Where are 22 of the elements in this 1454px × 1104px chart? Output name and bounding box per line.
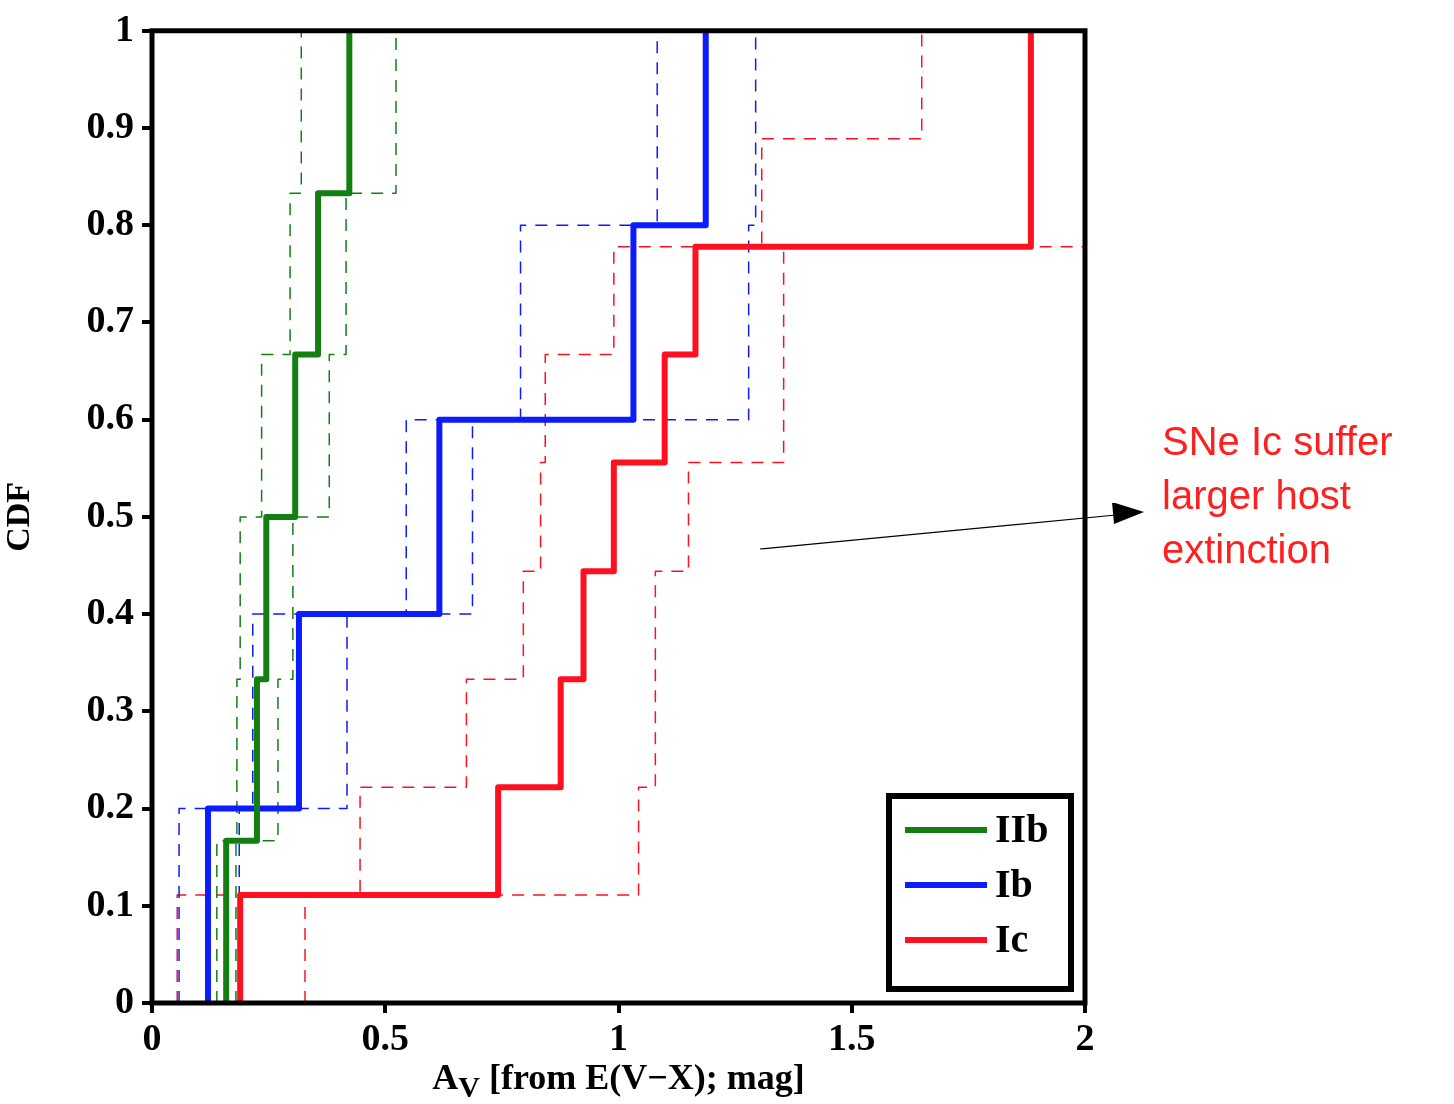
legend-label: Ib xyxy=(995,861,1033,907)
legend-label: Ic xyxy=(995,916,1029,962)
y-tick-label: 0.7 xyxy=(86,298,134,341)
y-tick-label: 1 xyxy=(115,6,134,49)
y-tick-label: 0.5 xyxy=(86,492,134,535)
y-tick-label: 0.8 xyxy=(86,201,134,244)
x-tick-label: 2 xyxy=(1075,1015,1095,1058)
y-tick-label: 0.9 xyxy=(86,103,134,146)
text: SNe Ic suffer larger host extinction xyxy=(1162,418,1394,573)
x-axis-title: A$_{V}$ [from E(V−X); mag] xyxy=(431,1056,806,1104)
x-tick-label: 1.5 xyxy=(828,1015,876,1058)
y-tick-label: 0.3 xyxy=(86,687,134,730)
x-tick-label: 0.5 xyxy=(361,1015,409,1058)
y-tick-label: 0 xyxy=(115,978,134,1021)
y-tick-label: 0.4 xyxy=(86,589,134,632)
y-tick-label: 0.1 xyxy=(86,881,134,924)
legend-label: IIb xyxy=(995,806,1049,852)
x-tick-label: 1 xyxy=(609,1015,628,1058)
y-tick-label: 0.2 xyxy=(86,784,134,827)
x-tick-label: 0 xyxy=(142,1015,162,1058)
y-axis-title: CDF xyxy=(0,481,37,552)
y-tick-label: 0.6 xyxy=(86,395,134,438)
